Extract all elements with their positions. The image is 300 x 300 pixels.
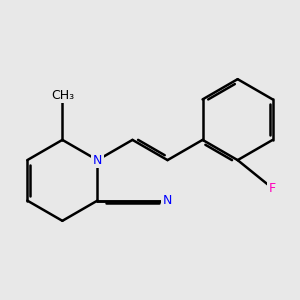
Text: CH₃: CH₃ xyxy=(51,89,74,102)
Text: F: F xyxy=(269,182,276,195)
Text: N: N xyxy=(163,194,172,207)
Text: F: F xyxy=(269,182,276,195)
Text: N: N xyxy=(93,154,102,166)
